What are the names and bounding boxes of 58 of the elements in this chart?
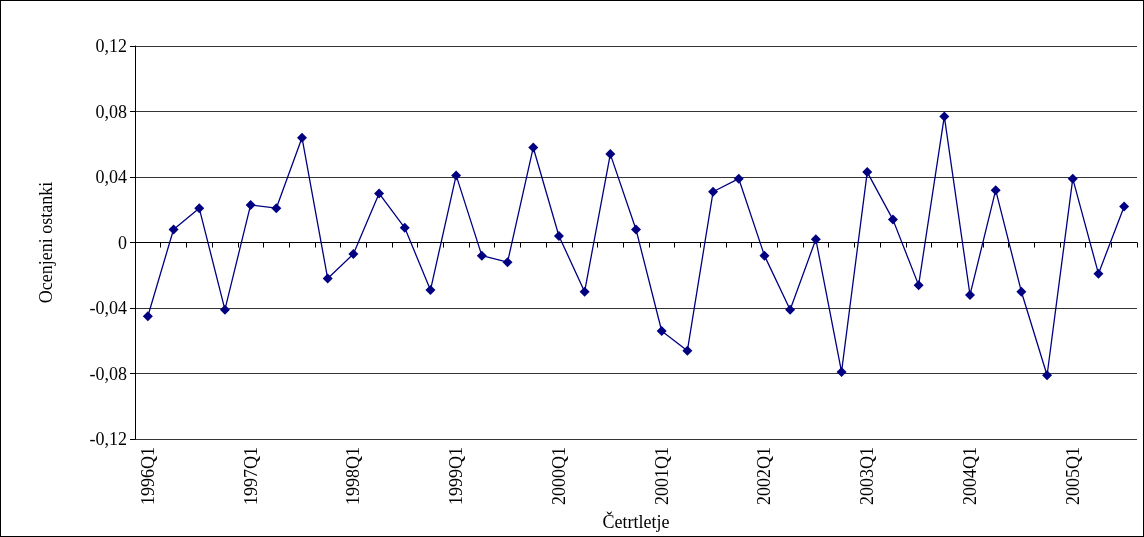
point bbox=[348, 249, 359, 260]
point bbox=[502, 257, 513, 268]
y-tick-label: -0,08 bbox=[89, 363, 127, 384]
point bbox=[142, 311, 153, 322]
point bbox=[785, 304, 796, 315]
point bbox=[913, 280, 924, 291]
y-tick-label: 0,12 bbox=[95, 36, 127, 56]
point bbox=[271, 203, 282, 214]
point bbox=[399, 222, 410, 233]
y-tick-label: 0 bbox=[118, 232, 127, 253]
point bbox=[939, 111, 950, 122]
point bbox=[579, 286, 590, 297]
point bbox=[733, 173, 744, 184]
y-axis-title: Ocenjeni ostanki bbox=[36, 181, 56, 304]
point bbox=[1016, 286, 1027, 297]
y-tick-label: 0,08 bbox=[95, 101, 127, 122]
y-tick-label: -0,12 bbox=[89, 429, 127, 450]
point bbox=[965, 289, 975, 300]
point bbox=[682, 345, 693, 356]
y-tick-label: 0,04 bbox=[95, 167, 127, 188]
x-tick-label: 1998Q1 bbox=[343, 447, 364, 506]
x-tick-label: 2003Q1 bbox=[857, 447, 878, 506]
y-tick-label: -0,04 bbox=[89, 298, 127, 319]
x-tick-label: 2005Q1 bbox=[1062, 447, 1083, 506]
point bbox=[810, 234, 821, 245]
point bbox=[297, 132, 307, 143]
point bbox=[476, 250, 487, 261]
point bbox=[708, 186, 719, 197]
point bbox=[631, 224, 641, 235]
point bbox=[528, 142, 539, 153]
x-axis-title: Četrtletje bbox=[602, 511, 670, 532]
point bbox=[194, 203, 205, 214]
point bbox=[656, 326, 667, 336]
x-tick-label: 2002Q1 bbox=[754, 447, 775, 506]
point bbox=[1067, 173, 1078, 184]
point bbox=[862, 167, 873, 178]
point bbox=[1093, 268, 1104, 279]
point bbox=[887, 214, 898, 225]
x-tick-label: 1997Q1 bbox=[240, 447, 261, 506]
point bbox=[759, 250, 770, 261]
x-tick-label: 2004Q1 bbox=[960, 447, 980, 506]
point bbox=[605, 149, 616, 160]
point bbox=[553, 231, 564, 241]
x-tick-label: 2000Q1 bbox=[548, 447, 569, 506]
point bbox=[219, 304, 230, 315]
x-tick-label: 2001Q1 bbox=[651, 447, 672, 506]
point bbox=[1042, 370, 1053, 381]
point bbox=[1119, 201, 1130, 212]
point bbox=[245, 199, 256, 210]
x-tick-label: 1996Q1 bbox=[137, 447, 158, 506]
point bbox=[425, 285, 436, 296]
point bbox=[451, 170, 462, 181]
point bbox=[990, 185, 1001, 196]
x-tick-label: 1999Q1 bbox=[446, 447, 467, 506]
point bbox=[836, 366, 847, 377]
point bbox=[374, 188, 385, 199]
point bbox=[168, 224, 179, 235]
point bbox=[322, 273, 333, 284]
